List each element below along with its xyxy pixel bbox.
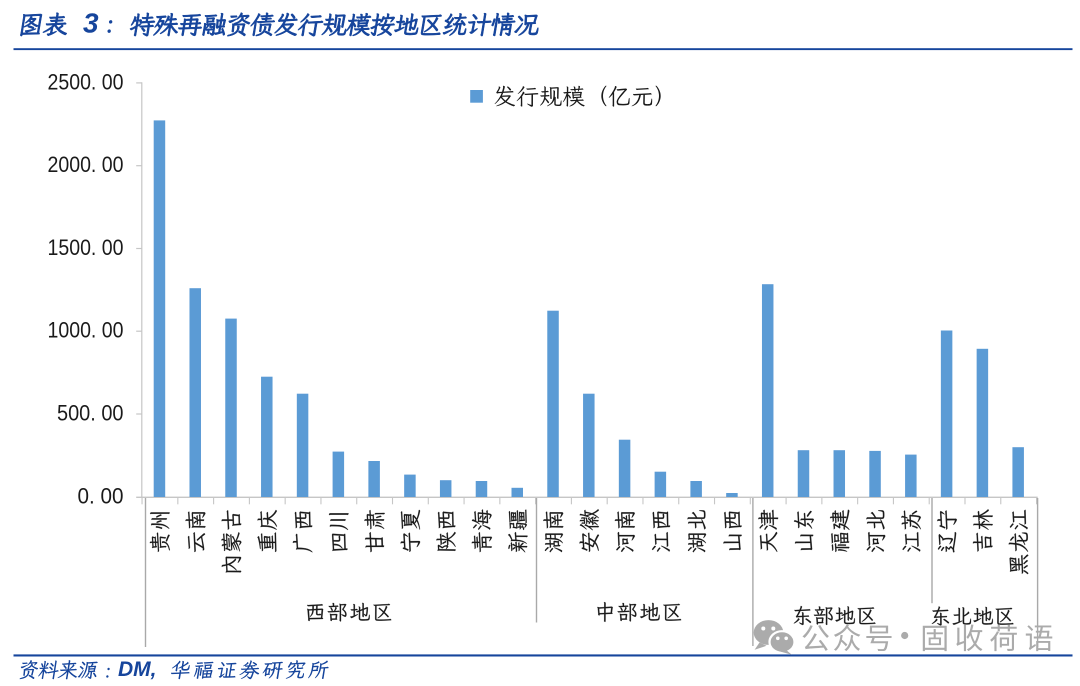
svg-text:1500. 00: 1500. 00: [48, 235, 124, 260]
svg-text:3: 3: [83, 8, 99, 39]
svg-text:2500. 00: 2500. 00: [48, 69, 124, 94]
svg-text:1000. 00: 1000. 00: [48, 318, 124, 343]
svg-text:2000. 00: 2000. 00: [48, 152, 124, 177]
svg-text:DM,: DM,: [118, 658, 157, 681]
svg-text:500. 00: 500. 00: [57, 401, 124, 426]
svg-text:0. 00: 0. 00: [78, 483, 124, 508]
